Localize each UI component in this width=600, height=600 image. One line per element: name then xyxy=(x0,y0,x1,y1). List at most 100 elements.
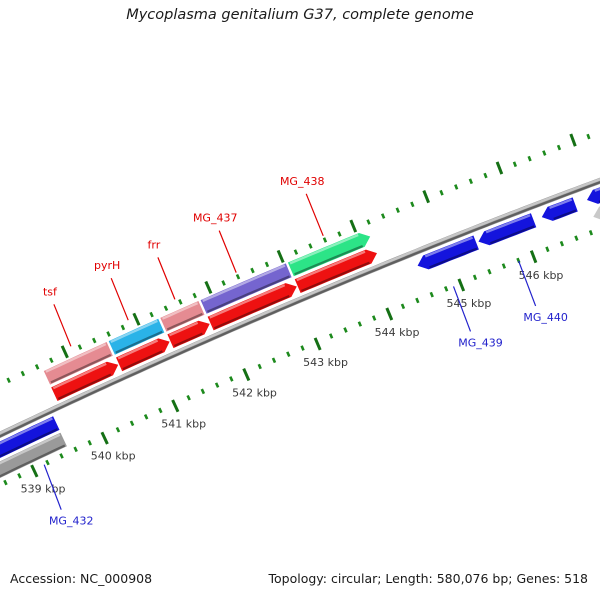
minor-tick-inner xyxy=(229,376,234,382)
ruler-label-545: 545 kbp xyxy=(446,297,491,310)
gene-leader-MG_440 xyxy=(518,260,537,307)
minor-tick-inner xyxy=(214,382,220,388)
major-tick-inner xyxy=(529,250,538,264)
ruler-label-544: 544 kbp xyxy=(375,326,420,339)
minor-tick-inner xyxy=(286,351,291,358)
gene-leader-pyrH xyxy=(110,277,129,321)
accession-text: Accession: NC_000908 xyxy=(10,571,153,586)
gene-arrow-MG_439[interactable] xyxy=(417,235,479,270)
gene-arrow-pyrH[interactable] xyxy=(116,338,170,372)
gene-arrow-MG_437[interactable] xyxy=(207,283,297,331)
gene-arrow-MG_432[interactable] xyxy=(0,416,60,465)
minor-tick-outer xyxy=(395,207,400,213)
minor-tick-outer xyxy=(120,324,126,331)
minor-tick-outer xyxy=(106,331,111,337)
gene-leader-tsf xyxy=(53,304,72,347)
gene-category-MG_432[interactable] xyxy=(0,432,67,482)
minor-tick-inner xyxy=(143,414,149,420)
minor-tick-inner xyxy=(415,297,420,304)
minor-tick-outer xyxy=(178,299,183,305)
minor-tick-inner xyxy=(3,479,8,486)
minor-tick-outer xyxy=(235,273,241,280)
minor-tick-inner xyxy=(115,426,121,433)
minor-tick-inner xyxy=(371,315,377,321)
minor-tick-inner xyxy=(186,394,191,401)
gene-category-MG_438[interactable] xyxy=(287,233,371,277)
minor-tick-outer xyxy=(163,305,169,312)
gene-label-MG_437[interactable]: MG_437 xyxy=(193,212,238,225)
minor-tick-outer xyxy=(34,364,40,370)
minor-tick-inner xyxy=(429,291,434,298)
minor-tick-inner xyxy=(343,327,348,333)
minor-tick-outer xyxy=(366,219,371,225)
major-tick-outer xyxy=(204,280,213,295)
minor-tick-outer xyxy=(527,155,532,162)
ruler-label-542: 542 kbp xyxy=(232,386,277,399)
major-tick-outer xyxy=(276,249,285,263)
major-tick-outer xyxy=(60,345,69,359)
ruler-label-539: 539 kbp xyxy=(21,483,66,496)
minor-tick-inner xyxy=(17,473,22,479)
gene-leader-frr xyxy=(157,257,176,300)
ruler-label-546: 546 kbp xyxy=(519,269,564,282)
gene-label-tsf[interactable]: tsf xyxy=(43,285,58,298)
minor-tick-outer xyxy=(149,311,154,318)
minor-tick-outer xyxy=(308,243,313,249)
minor-tick-outer xyxy=(250,267,255,274)
gene-arrow-frr[interactable] xyxy=(167,320,210,349)
minor-tick-inner xyxy=(400,303,406,310)
gene-label-MG_438[interactable]: MG_438 xyxy=(280,175,325,188)
major-tick-inner xyxy=(242,367,251,382)
gene-arrow-tsf[interactable] xyxy=(51,361,119,401)
minor-tick-inner xyxy=(574,235,579,241)
minor-tick-outer xyxy=(483,172,488,179)
gene-label-MG_439[interactable]: MG_439 xyxy=(458,336,503,349)
gene-label-frr[interactable]: frr xyxy=(148,238,161,251)
ruler-ticks xyxy=(3,133,594,486)
gene-label-pyrH[interactable]: pyrH xyxy=(94,259,120,272)
minor-tick-outer xyxy=(264,261,270,268)
minor-tick-inner xyxy=(271,357,277,364)
gene-category-pyrH[interactable] xyxy=(108,318,165,355)
minor-tick-outer xyxy=(512,161,518,168)
minor-tick-outer xyxy=(410,201,415,208)
minor-tick-inner xyxy=(472,274,478,281)
gene-category-tsf[interactable] xyxy=(43,342,113,385)
minor-tick-inner xyxy=(559,240,565,247)
minor-tick-outer xyxy=(454,184,459,190)
minor-tick-outer xyxy=(556,144,562,151)
gene-arrow-gene-546b[interactable] xyxy=(587,178,600,204)
minor-tick-inner xyxy=(357,321,363,327)
minor-tick-outer xyxy=(20,370,26,377)
gene-leader-MG_437 xyxy=(218,230,237,273)
ruler-label-541: 541 kbp xyxy=(161,418,206,431)
minor-tick-inner xyxy=(501,263,507,269)
major-tick-outer xyxy=(349,219,358,233)
gene-label-MG_440[interactable]: MG_440 xyxy=(523,311,568,324)
minor-tick-outer xyxy=(322,237,328,243)
genome-stats-text: Topology: circular; Length: 580,076 bp; … xyxy=(268,571,589,586)
minor-tick-outer xyxy=(49,357,54,364)
minor-tick-outer xyxy=(542,150,547,156)
gene-arrow-gene-546a[interactable] xyxy=(541,197,578,221)
status-bar: Accession: NC_000908 Topology: circular;… xyxy=(10,571,588,586)
minor-tick-inner xyxy=(45,459,50,466)
minor-tick-inner xyxy=(73,446,78,453)
minor-tick-outer xyxy=(77,344,83,350)
minor-tick-outer xyxy=(221,280,226,286)
gene-category-MG_437[interactable] xyxy=(200,263,292,314)
minor-tick-outer xyxy=(192,292,197,299)
minor-tick-inner xyxy=(257,363,262,370)
minor-tick-outer xyxy=(92,337,97,344)
gene-category-frr[interactable] xyxy=(160,301,205,332)
minor-tick-inner xyxy=(158,407,163,414)
gene-arrow-MG_440[interactable] xyxy=(478,213,537,246)
gene-category-gene-546b[interactable] xyxy=(593,195,600,220)
major-tick-inner xyxy=(100,431,109,445)
gene-label-MG_432[interactable]: MG_432 xyxy=(49,515,94,528)
gene-arrow-MG_438[interactable] xyxy=(294,249,377,293)
major-tick-inner xyxy=(30,464,39,478)
minor-tick-outer xyxy=(586,133,591,140)
